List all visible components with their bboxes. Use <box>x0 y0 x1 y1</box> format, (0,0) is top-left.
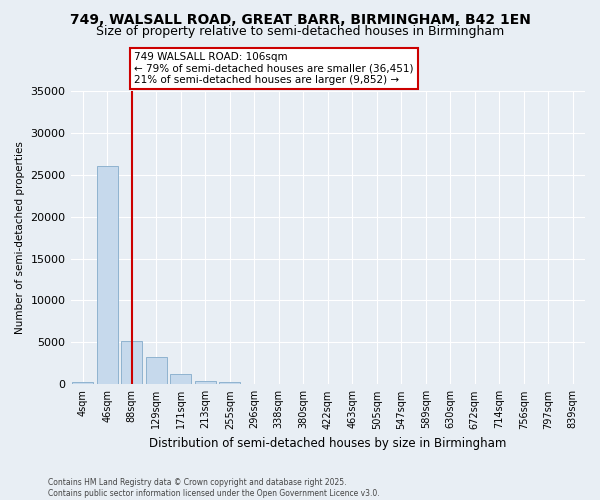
Bar <box>97 166 118 384</box>
Text: Contains HM Land Registry data © Crown copyright and database right 2025.
Contai: Contains HM Land Registry data © Crown c… <box>48 478 380 498</box>
Bar <box>195 381 215 384</box>
Bar <box>121 340 142 384</box>
Text: 749, WALSALL ROAD, GREAT BARR, BIRMINGHAM, B42 1EN: 749, WALSALL ROAD, GREAT BARR, BIRMINGHA… <box>70 12 530 26</box>
Y-axis label: Number of semi-detached properties: Number of semi-detached properties <box>15 141 25 334</box>
Bar <box>220 382 240 384</box>
Bar <box>146 358 167 384</box>
Text: Size of property relative to semi-detached houses in Birmingham: Size of property relative to semi-detach… <box>96 25 504 38</box>
Bar <box>170 374 191 384</box>
Bar <box>73 382 93 384</box>
X-axis label: Distribution of semi-detached houses by size in Birmingham: Distribution of semi-detached houses by … <box>149 437 506 450</box>
Text: 749 WALSALL ROAD: 106sqm
← 79% of semi-detached houses are smaller (36,451)
21% : 749 WALSALL ROAD: 106sqm ← 79% of semi-d… <box>134 52 414 85</box>
